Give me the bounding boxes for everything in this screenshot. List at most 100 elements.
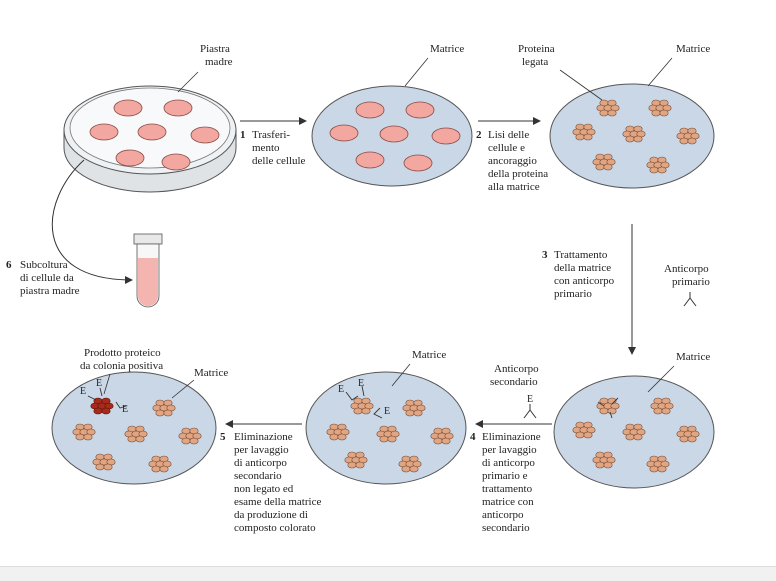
colony	[137, 123, 167, 141]
colony-imprint	[379, 125, 409, 143]
label-piastra-1: Piastra	[200, 43, 230, 55]
label-anticorpo-primario-2: primario	[672, 276, 710, 288]
svg-text:delle cellule: delle cellule	[252, 155, 306, 167]
secondary-antibody-icon	[523, 404, 537, 419]
colony-imprint	[355, 101, 385, 119]
label-matrice-bottom-mid: Matrice	[412, 349, 446, 361]
colony	[190, 126, 220, 144]
svg-text:della matrice: della matrice	[554, 262, 611, 274]
protein-cluster	[430, 427, 454, 445]
colony-imprint	[355, 151, 385, 169]
enzyme-e: E	[384, 406, 390, 417]
protein-cluster	[402, 399, 426, 417]
svg-text:piastra madre: piastra madre	[20, 285, 80, 297]
protein-cluster	[178, 427, 202, 445]
protein-cluster	[350, 397, 374, 415]
bottom-band	[0, 566, 776, 581]
protein-cluster	[676, 425, 700, 443]
matrix-secondary-antibody: E E E	[305, 371, 467, 485]
protein-cluster	[596, 99, 620, 117]
svg-text:alla matrice: alla matrice	[488, 181, 540, 193]
protein-cluster	[622, 125, 646, 143]
protein-cluster	[592, 451, 616, 469]
svg-text:secondario: secondario	[234, 470, 282, 482]
colony-imprint	[431, 127, 461, 145]
label-matrice-bottom-left: Matrice	[194, 367, 228, 379]
matrix-colored-product: E E E	[51, 371, 217, 485]
label-anticorpo-primario-1: Anticorpo	[664, 263, 709, 275]
label-matrice-top: Matrice	[430, 43, 464, 55]
matrix-transferred	[311, 85, 473, 187]
svg-text:per lavaggio: per lavaggio	[234, 444, 289, 456]
svg-text:anticorpo: anticorpo	[482, 509, 524, 521]
label-proteina-1: Proteina	[518, 43, 555, 55]
protein-cluster	[646, 455, 670, 473]
svg-text:Trasferi-: Trasferi-	[252, 129, 290, 141]
bound-primary-antibody-icon	[597, 397, 619, 419]
svg-text:con anticorpo: con anticorpo	[554, 275, 615, 287]
svg-text:primario: primario	[554, 288, 592, 300]
step-1-text: 1 Trasferi- mento delle cellule	[240, 129, 306, 167]
svg-text:secondario: secondario	[482, 522, 530, 534]
svg-text:6: 6	[6, 259, 12, 271]
petri-dish	[63, 85, 237, 193]
colonies	[89, 99, 220, 171]
label-matrice-top-right: Matrice	[676, 43, 710, 55]
colony-imprint	[405, 101, 435, 119]
matrix-primary-antibody	[553, 375, 715, 489]
label-anticorpo-secondario-1: Anticorpo	[494, 363, 539, 375]
svg-text:per lavaggio: per lavaggio	[482, 444, 537, 456]
colony-imprint	[329, 124, 359, 142]
svg-text:Lisi delle: Lisi delle	[488, 129, 529, 141]
positive-colony-product	[90, 397, 114, 415]
svg-text:Subcoltura: Subcoltura	[20, 259, 68, 271]
svg-text:Trattamento: Trattamento	[554, 249, 608, 261]
step-4-text: 4 Eliminazione per lavaggio di anticorpo…	[470, 431, 541, 534]
svg-text:Eliminazione: Eliminazione	[482, 431, 541, 443]
svg-text:1: 1	[240, 129, 246, 141]
protein-cluster	[622, 423, 646, 441]
colony	[115, 149, 145, 167]
test-tube	[133, 233, 163, 308]
protein-cluster	[676, 127, 700, 145]
svg-text:di anticorpo: di anticorpo	[234, 457, 287, 469]
label-proteina-2: legata	[522, 56, 548, 68]
svg-text:di anticorpo: di anticorpo	[482, 457, 535, 469]
protein-cluster	[648, 99, 672, 117]
svg-text:della proteina: della proteina	[488, 168, 548, 180]
svg-text:3: 3	[542, 249, 548, 261]
enzyme-e: E	[338, 384, 344, 395]
protein-cluster	[572, 123, 596, 141]
protein-cluster	[124, 425, 148, 443]
label-prodotto-1: Prodotto proteico	[84, 347, 161, 359]
svg-text:esame della matrice: esame della matrice	[234, 496, 321, 508]
svg-text:Eliminazione: Eliminazione	[234, 431, 293, 443]
colony	[163, 99, 193, 117]
svg-text:ancoraggio: ancoraggio	[488, 155, 537, 167]
protein-cluster	[152, 399, 176, 417]
protein-cluster	[398, 455, 422, 473]
svg-text:composto colorato: composto colorato	[234, 522, 316, 534]
svg-text:non legato ed: non legato ed	[234, 483, 294, 495]
label-matrice-mid-right: Matrice	[676, 351, 710, 363]
colony-immunoblot-diagram: Piastra madre 6 Subcoltura di cellule da…	[6, 43, 715, 534]
svg-text:trattamento: trattamento	[482, 483, 533, 495]
protein-cluster	[592, 153, 616, 171]
protein-cluster	[572, 421, 596, 439]
protein-cluster	[646, 156, 670, 174]
step-5-text: 5 Eliminazione per lavaggio di anticorpo…	[220, 431, 321, 534]
protein-cluster	[344, 451, 368, 469]
secondary-enzyme-e: E	[527, 394, 533, 405]
svg-text:primario e: primario e	[482, 470, 528, 482]
enzyme-e: E	[80, 386, 86, 397]
svg-text:matrice con: matrice con	[482, 496, 534, 508]
svg-text:5: 5	[220, 431, 226, 443]
label-piastra-2: madre	[205, 56, 233, 68]
colony	[113, 99, 143, 117]
protein-cluster	[148, 455, 172, 473]
protein-cluster	[92, 453, 116, 471]
enzyme-e: E	[96, 378, 102, 389]
label-prodotto-2: da colonia positiva	[80, 360, 163, 372]
matrix-bound-protein	[549, 83, 715, 189]
